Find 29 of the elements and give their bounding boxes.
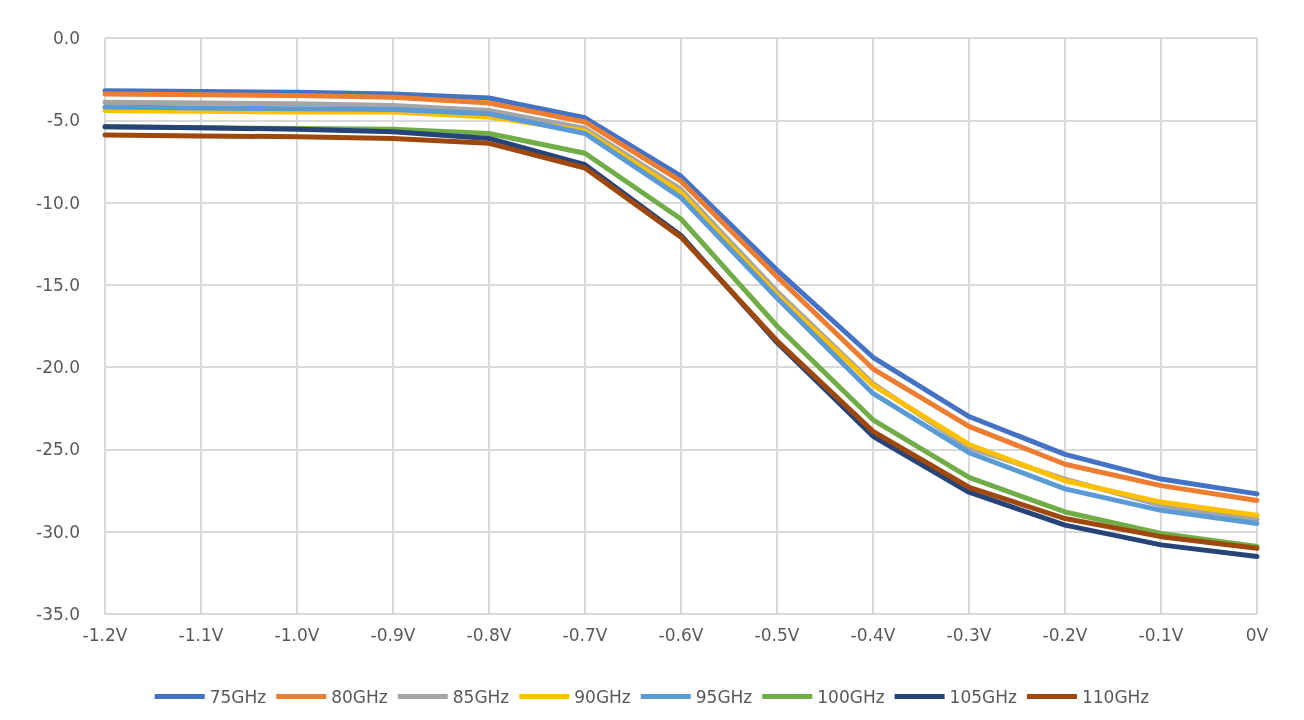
y-tick-label: -5.0: [46, 110, 80, 131]
x-tick-label: -0.7V: [562, 624, 608, 645]
legend-label: 75GHz: [209, 686, 267, 707]
y-tick-label: -30.0: [36, 521, 80, 542]
legend-label: 105GHz: [949, 686, 1018, 707]
y-tick-label: -25.0: [36, 439, 80, 460]
x-tick-label: -0.8V: [466, 624, 512, 645]
x-tick-label: -0.1V: [1138, 624, 1184, 645]
x-tick-label: -1.2V: [82, 624, 128, 645]
x-tick-label: -0.3V: [946, 624, 992, 645]
x-tick-label: -0.6V: [658, 624, 704, 645]
x-tick-label: -0.5V: [754, 624, 800, 645]
x-tick-label: -0.4V: [850, 624, 896, 645]
legend-label: 90GHz: [574, 686, 631, 707]
legend-label: 80GHz: [331, 686, 388, 707]
x-tick-label: -1.0V: [274, 624, 320, 645]
legend-label: 100GHz: [817, 686, 885, 707]
x-tick-label: -1.1V: [178, 624, 224, 645]
x-tick-label: 0V: [1245, 624, 1269, 645]
legend-label: 95GHz: [695, 686, 753, 707]
legend-label: 110GHz: [1081, 686, 1150, 707]
y-tick-label: -15.0: [36, 274, 80, 295]
legend-label: 85GHz: [452, 686, 510, 707]
y-tick-label: 0.0: [52, 28, 80, 48]
y-tick-label: -35.0: [36, 604, 80, 624]
y-tick-label: -20.0: [36, 357, 80, 378]
x-tick-label: -0.9V: [370, 624, 416, 645]
y-tick-label: -10.0: [36, 192, 80, 213]
x-tick-label: -0.2V: [1042, 624, 1088, 645]
